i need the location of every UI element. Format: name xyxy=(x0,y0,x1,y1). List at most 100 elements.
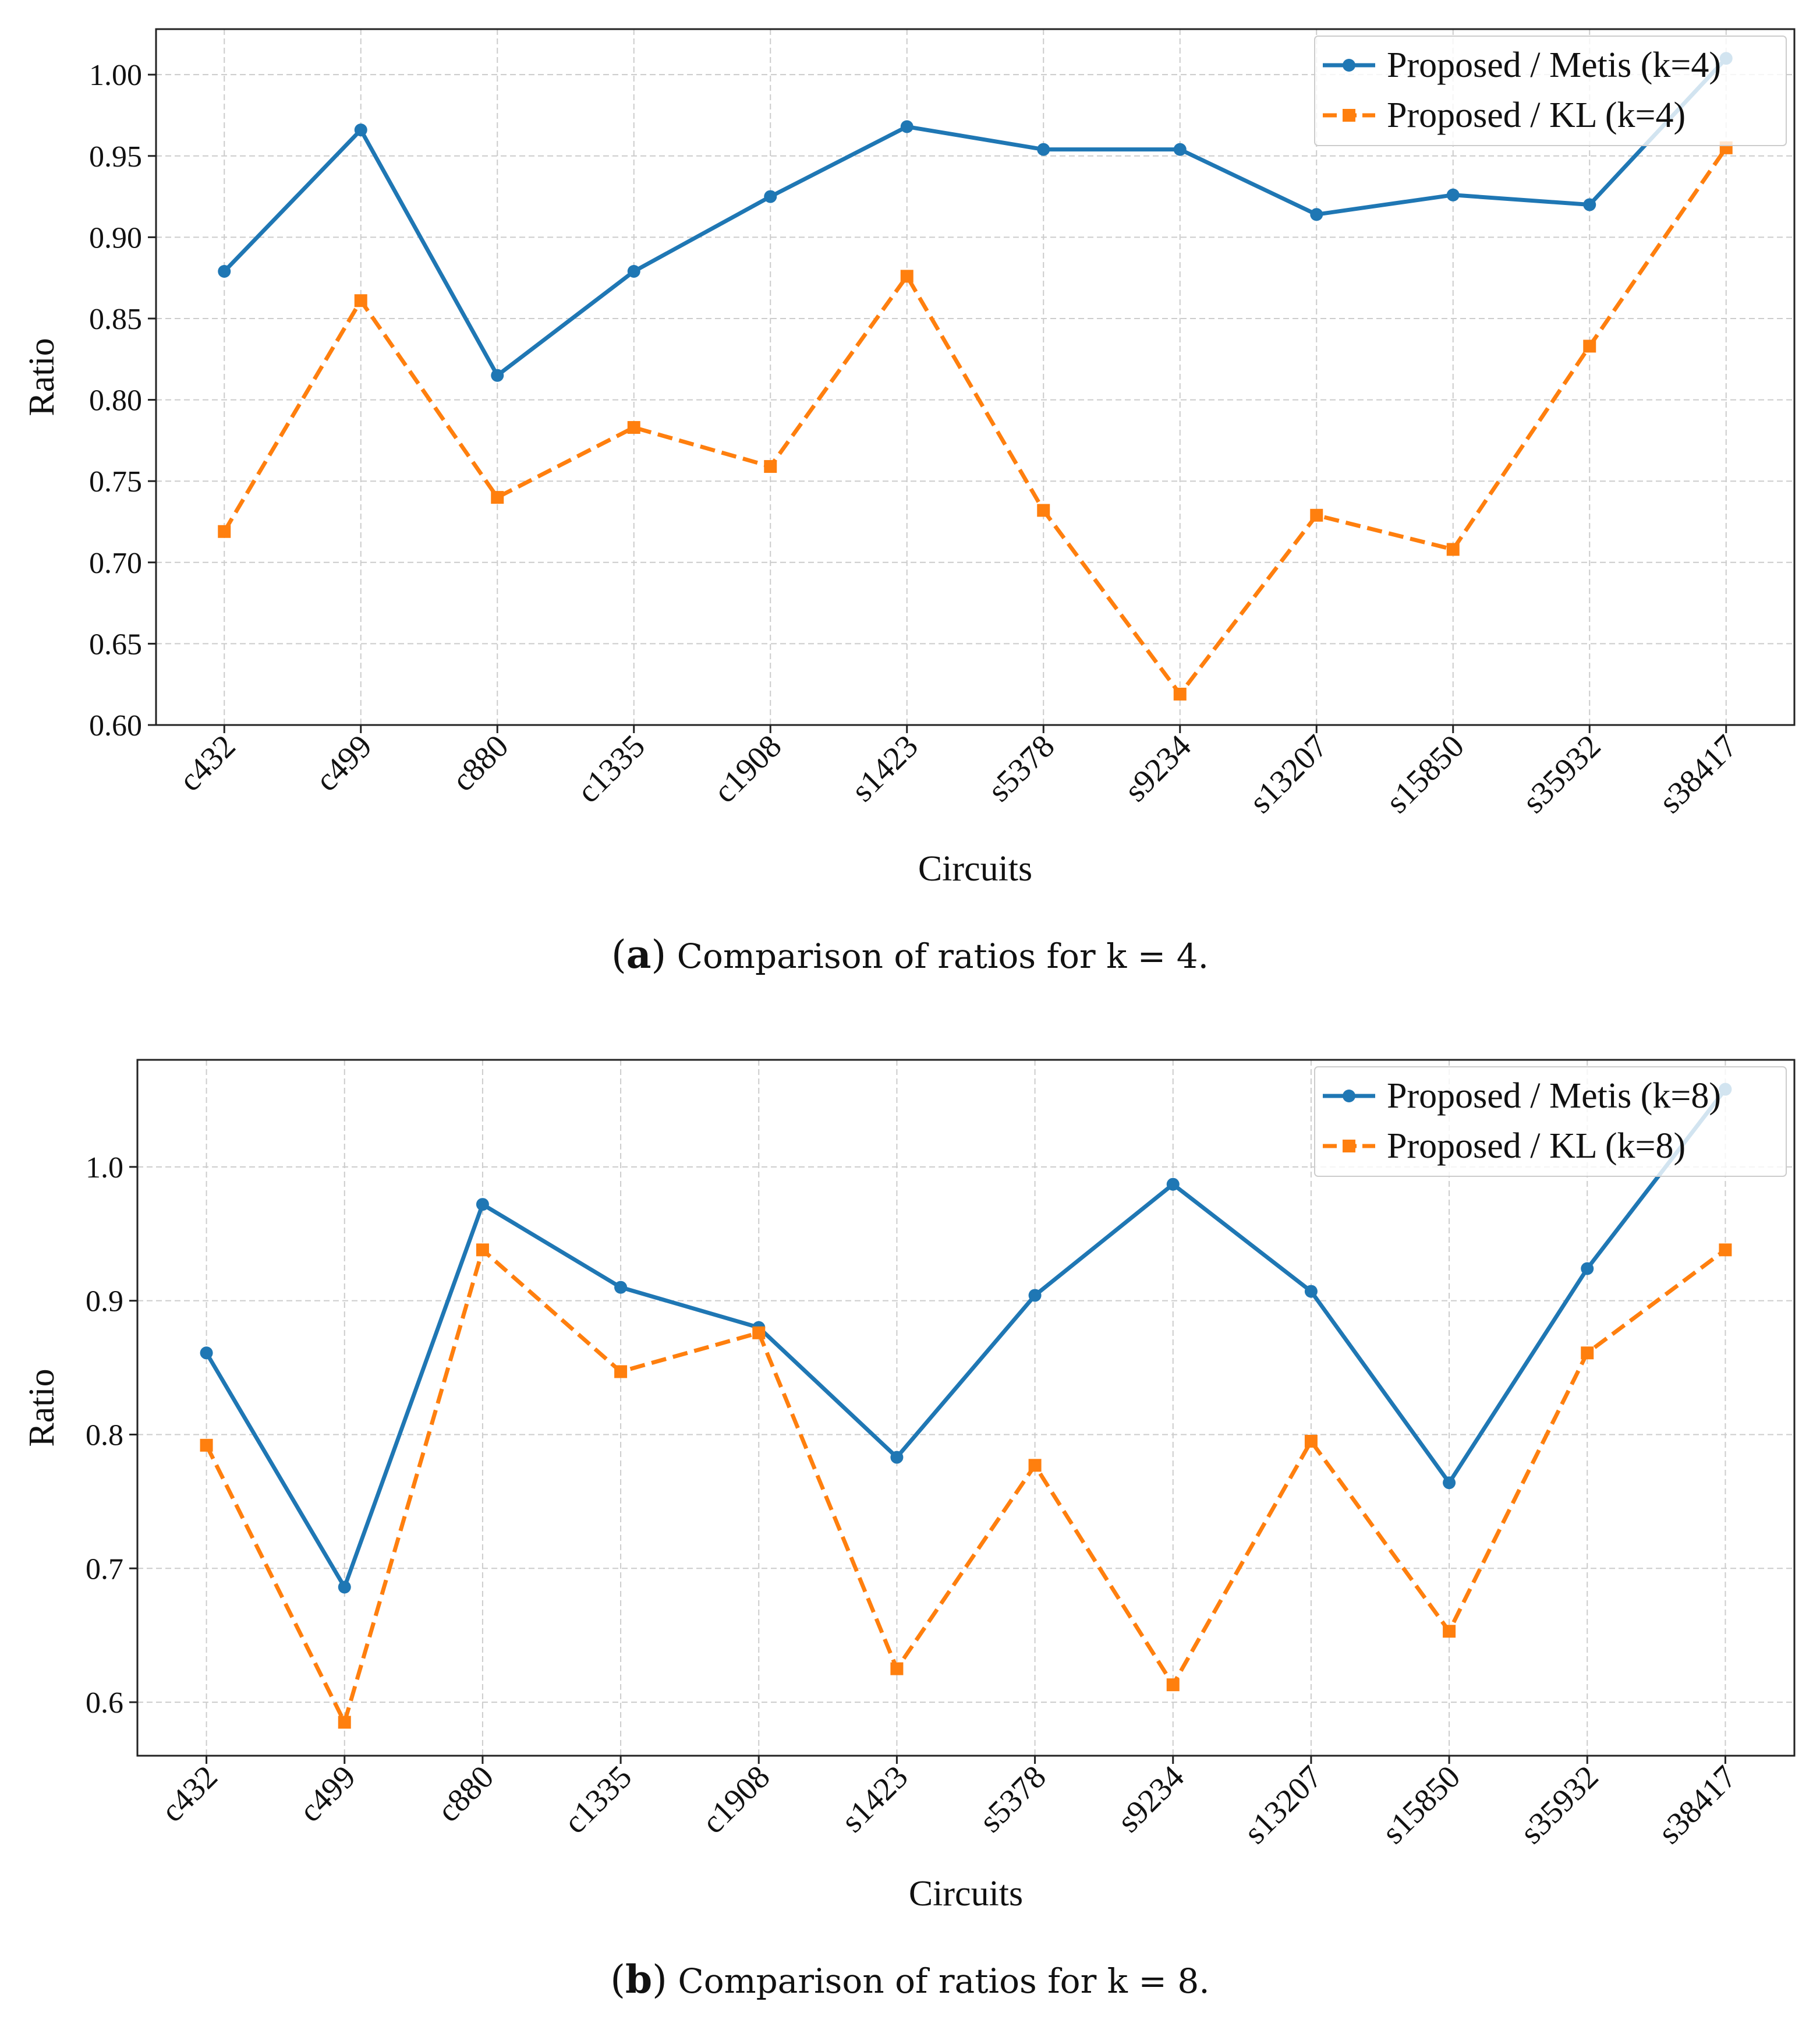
data-point xyxy=(627,421,640,434)
x-tick-label: s9234 xyxy=(1110,1759,1191,1839)
legend-label-1: Proposed / KL (k=4) xyxy=(1387,96,1686,135)
x-tick-label: s13207 xyxy=(1237,1759,1329,1851)
data-point xyxy=(200,1438,213,1452)
y-tick-label: 0.70 xyxy=(89,547,142,580)
data-point xyxy=(1028,1459,1042,1472)
x-tick-label: s35932 xyxy=(1513,1759,1605,1851)
y-tick-label: 0.7 xyxy=(86,1552,123,1586)
grid xyxy=(156,29,1794,726)
x-tick-label: s5378 xyxy=(972,1759,1053,1839)
chart-b: 0.6 0.7 0.8 0.9 1.0 c432 c499 c880 c1335 c1908 s14… xyxy=(22,1059,1796,1914)
data-point xyxy=(1037,504,1050,517)
x-tick-label: c432 xyxy=(154,1759,225,1829)
data-point xyxy=(338,1716,351,1729)
data-point xyxy=(218,265,231,278)
x-tick-label: s38417 xyxy=(1652,728,1744,820)
y-tick-label: 0.6 xyxy=(86,1686,123,1720)
y-tick-label: 0.9 xyxy=(86,1285,123,1318)
x-tick-label: c880 xyxy=(430,1759,501,1829)
data-point xyxy=(200,1346,213,1360)
series-line-1 xyxy=(204,1247,1727,1725)
data-point xyxy=(764,460,777,473)
y-tick-label: 0.85 xyxy=(89,303,142,336)
legend-marker-1 xyxy=(1343,1140,1355,1152)
y-axis: 0.60 0.65 0.70 0.75 0.80 0.85 0.90 0.95 1.00 xyxy=(89,59,156,742)
data-point xyxy=(1173,143,1187,156)
x-tick-label: c499 xyxy=(309,728,379,798)
legend-label-0: Proposed / Metis (k=8) xyxy=(1387,1076,1721,1116)
legend: Proposed / Metis (k=4) Proposed / KL (k=4… xyxy=(1314,36,1787,146)
data-point xyxy=(1443,1476,1456,1490)
x-tick-label: c1335 xyxy=(557,1759,639,1841)
y-tick-label: 1.00 xyxy=(89,59,142,92)
legend-marker-0 xyxy=(1343,1090,1355,1102)
data-point xyxy=(1304,1434,1318,1448)
data-point xyxy=(338,1580,351,1594)
y-axis: 0.6 0.7 0.8 0.9 1.0 xyxy=(86,1151,137,1720)
data-point xyxy=(764,190,777,203)
x-tick-label: s9234 xyxy=(1117,728,1198,808)
plot-frame xyxy=(136,1059,1796,1757)
legend-box xyxy=(1314,1066,1787,1177)
caption-b-text: Comparison of ratios for k = 8. xyxy=(678,1961,1210,2001)
data-point xyxy=(1166,1177,1180,1191)
y-axis-label: Ratio xyxy=(22,1368,62,1447)
data-point xyxy=(218,525,231,538)
data-point xyxy=(890,1662,904,1675)
data-point xyxy=(1166,1678,1180,1692)
y-tick-label: 0.95 xyxy=(89,140,142,174)
data-point xyxy=(354,294,367,307)
figure-a: 0.60 0.65 0.70 0.75 0.80 0.85 0.90 0.95 1.00 c432… xyxy=(0,0,1820,990)
data-point xyxy=(1173,687,1187,701)
data-point xyxy=(752,1326,766,1339)
data-point xyxy=(1037,143,1050,156)
data-point xyxy=(1028,1289,1042,1302)
legend: Proposed / Metis (k=8) Proposed / KL (k=8… xyxy=(1314,1066,1787,1177)
data-point xyxy=(1583,198,1596,211)
x-tick-label: s13207 xyxy=(1242,728,1334,820)
y-tick-label: 0.75 xyxy=(89,465,142,498)
data-point xyxy=(354,123,367,137)
data-point xyxy=(1581,1346,1594,1360)
y-axis-label: Ratio xyxy=(22,338,62,416)
legend-label-1: Proposed / KL (k=8) xyxy=(1387,1126,1686,1166)
caption-b-tag: (b) xyxy=(610,1957,667,2002)
data-point xyxy=(1443,1625,1456,1638)
data-point xyxy=(476,1198,489,1211)
y-tick-label: 1.0 xyxy=(86,1151,123,1184)
x-tick-label: c1908 xyxy=(707,728,789,810)
legend-marker-1 xyxy=(1343,109,1355,122)
data-point xyxy=(1581,1262,1594,1275)
data-point xyxy=(1446,188,1460,201)
data-point xyxy=(900,120,913,133)
x-tick-label: s1423 xyxy=(834,1759,915,1839)
x-tick-label: c880 xyxy=(445,728,516,798)
x-tick-label: s38417 xyxy=(1651,1759,1743,1851)
data-point xyxy=(627,265,640,278)
series-1 xyxy=(200,1243,1732,1729)
data-point xyxy=(900,270,913,283)
y-tick-label: 0.80 xyxy=(89,384,142,418)
x-axis: c432 c499 c880 c1335 c1908 s1423 s5378 s9234 s13… xyxy=(172,725,1744,821)
x-tick-label: s1423 xyxy=(844,728,925,808)
plot-frame xyxy=(155,28,1796,726)
x-tick-label: s15850 xyxy=(1379,728,1471,820)
legend-label-0: Proposed / Metis (k=4) xyxy=(1387,45,1721,85)
caption-a: (a) Comparison of ratios for k = 4. xyxy=(0,932,1820,977)
x-tick-label: c1335 xyxy=(570,728,652,810)
y-tick-label: 0.8 xyxy=(86,1419,123,1452)
caption-a-tag: (a) xyxy=(611,932,667,977)
x-tick-label: s15850 xyxy=(1375,1759,1467,1851)
y-tick-label: 0.60 xyxy=(89,709,142,742)
series-1 xyxy=(218,141,1733,701)
series-line-0 xyxy=(204,1088,1727,1589)
data-point xyxy=(1446,543,1460,556)
x-axis-label: Circuits xyxy=(918,849,1032,889)
x-tick-label: c1908 xyxy=(695,1759,777,1841)
data-point xyxy=(614,1281,628,1294)
data-point xyxy=(1719,1243,1732,1257)
x-axis-label: Circuits xyxy=(909,1874,1023,1914)
x-tick-label: s5378 xyxy=(981,728,1061,808)
x-tick-label: c499 xyxy=(292,1759,363,1829)
series-line-1 xyxy=(222,146,1728,696)
